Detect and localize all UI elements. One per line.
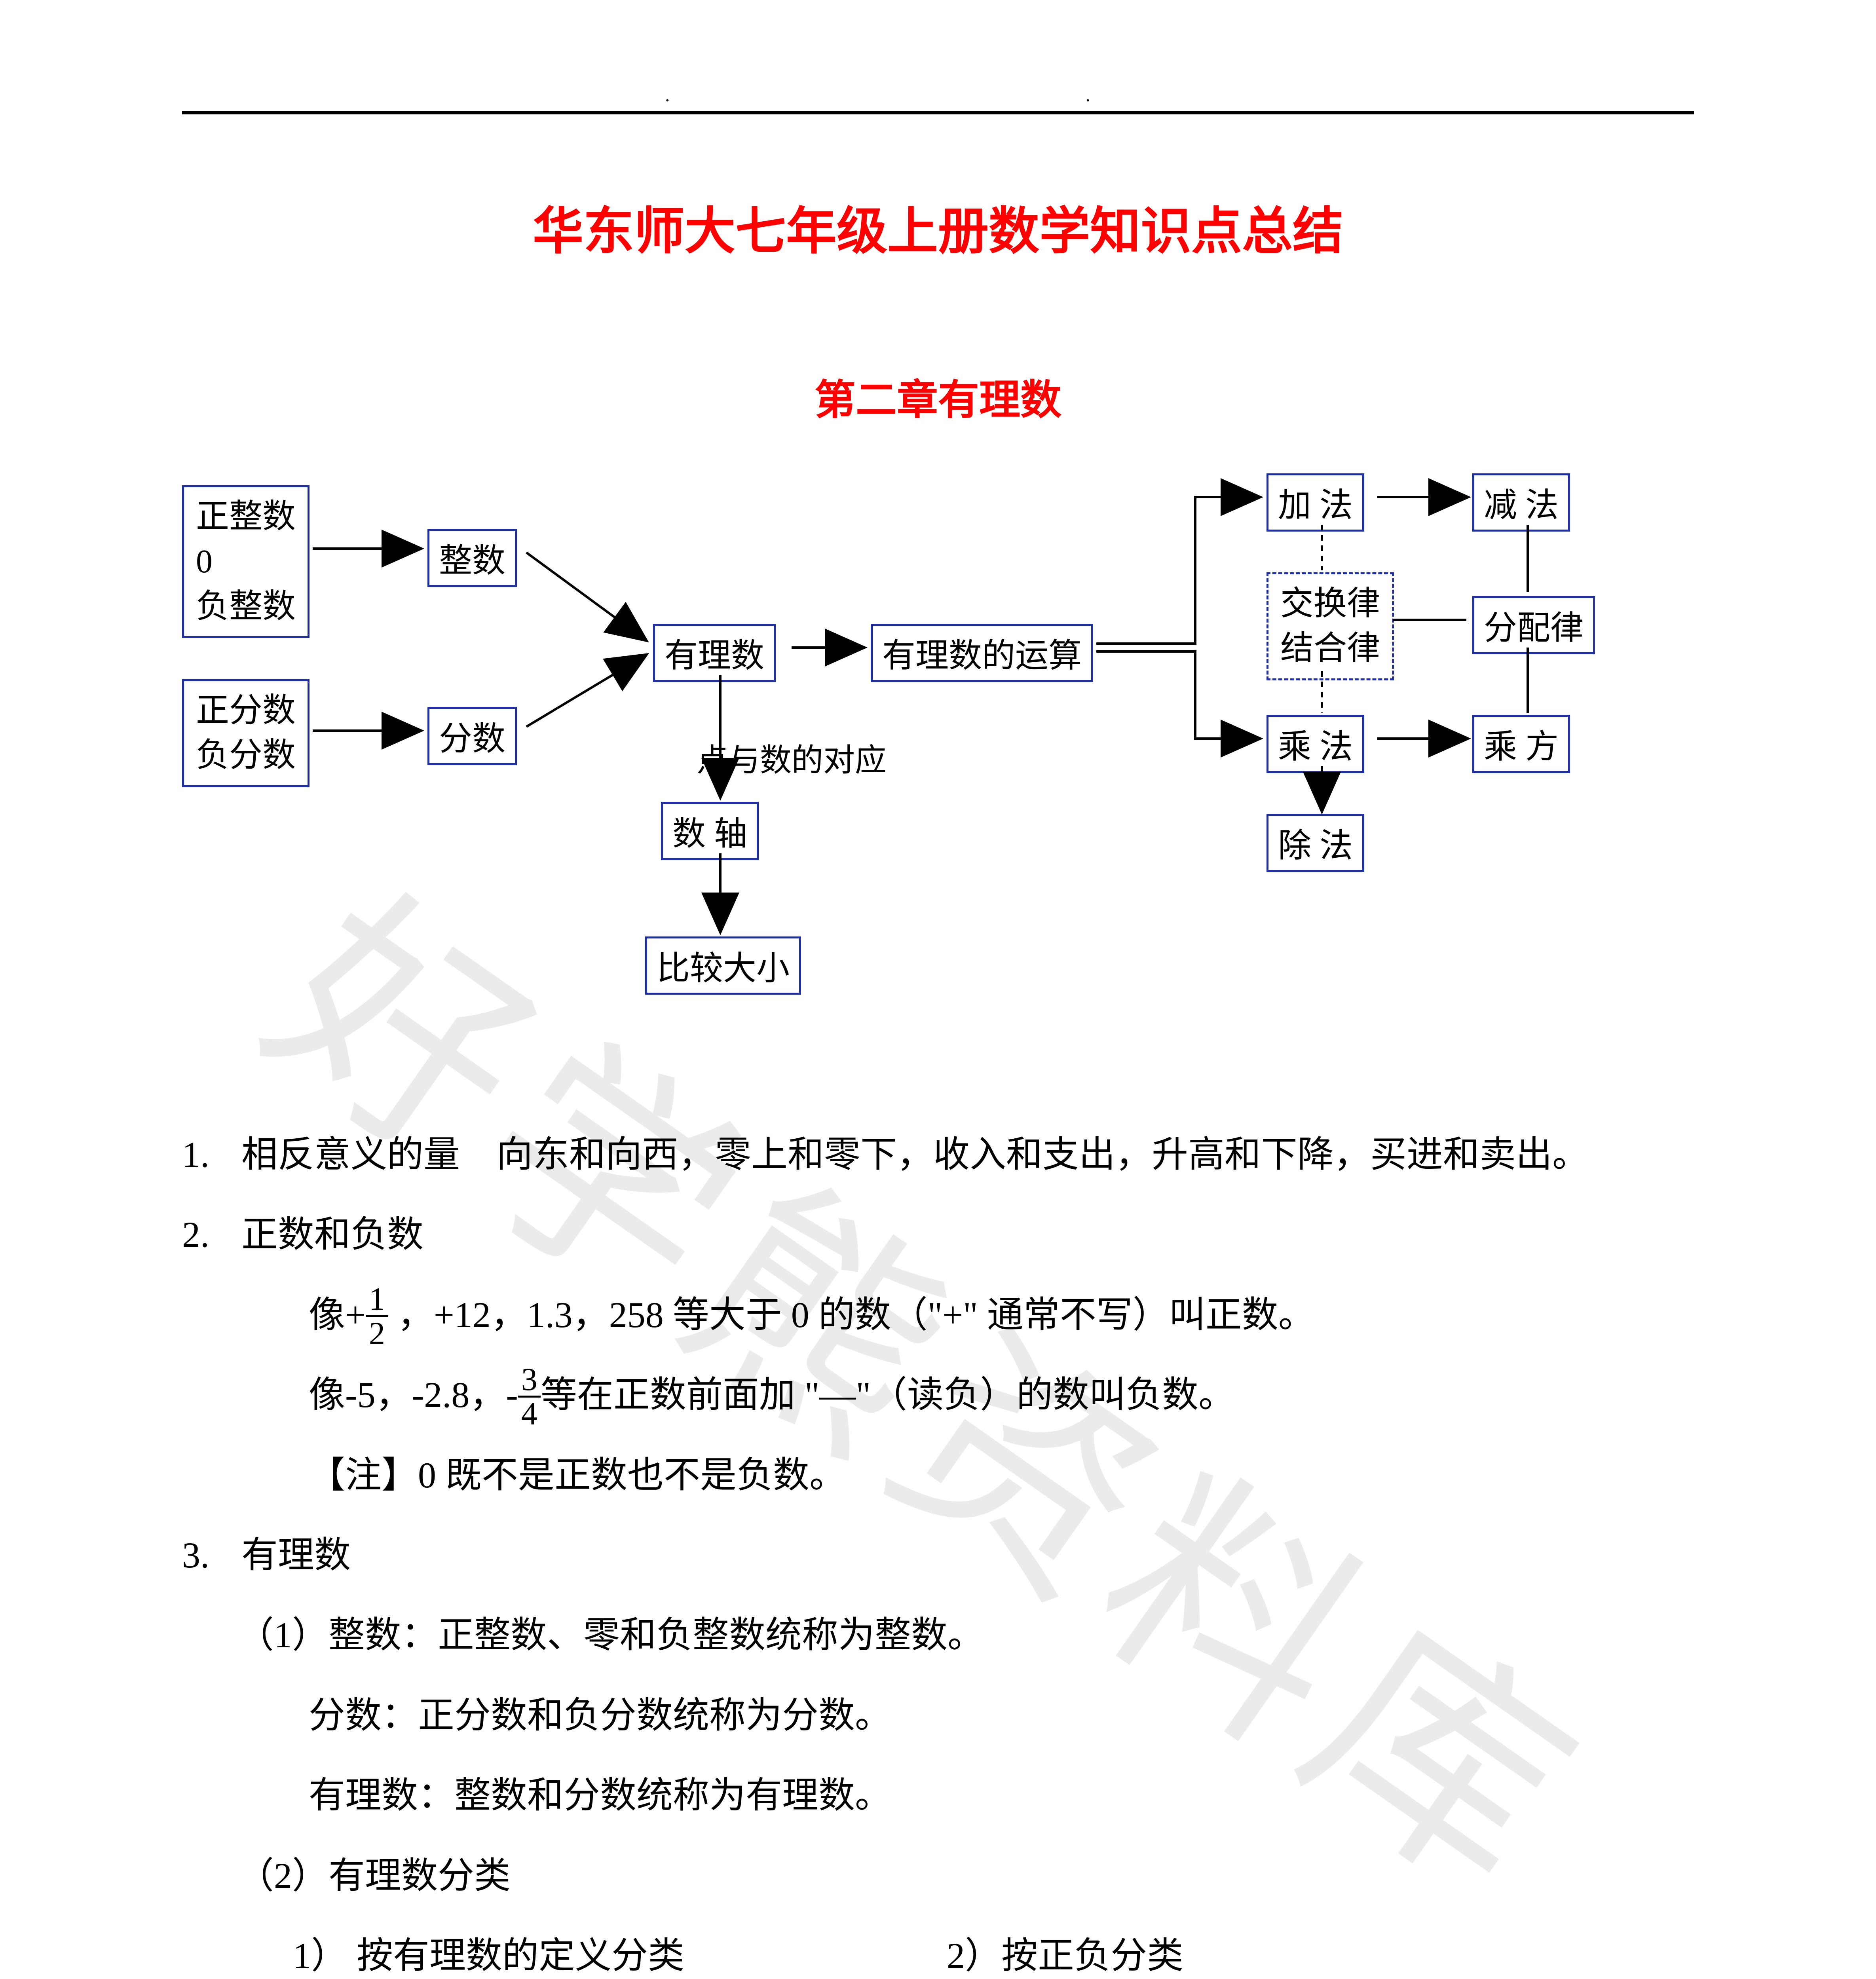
page-title: 华东师大七年级上册数学知识点总结	[182, 190, 1694, 263]
diagram-arrows	[182, 458, 1686, 1091]
item-2-line-2: 像-5，-2.8，-34等在正数前面加 "—"（读负）的数叫负数。	[182, 1355, 1694, 1435]
item-3-sub-2: （2）有理数分类	[182, 1836, 1694, 1916]
item-2-line-1: 像+12 ，+12，1.3，258 等大于 0 的数（"+" 通常不写）叫正数。	[182, 1275, 1694, 1355]
text: 等在正数前面加 "—"（读负）的数叫负数。	[541, 1375, 1235, 1415]
item-label: 相反意义的量	[241, 1134, 460, 1175]
item-label: 正数和负数	[241, 1214, 423, 1255]
numerator: 3	[518, 1363, 541, 1398]
item-3-sub-1c: 有理数：整数和分数统称为有理数。	[182, 1755, 1694, 1835]
fraction: 34	[518, 1363, 541, 1430]
item-text: 向东和向西，零上和零下，收入和支出，升高和下降，买进和卖出。	[496, 1134, 1589, 1175]
item-number: 2.	[182, 1195, 241, 1274]
body-text: 1.相反意义的量 向东和向西，零上和零下，收入和支出，升高和下降，买进和卖出。 …	[182, 1115, 1694, 1979]
denominator: 4	[518, 1398, 541, 1430]
item-3-sub-1a: （1）整数：正整数、零和负整数统称为整数。	[182, 1595, 1694, 1675]
page: .. 好学熊资料库 华东师大七年级上册数学知识点总结 第二章有理数 正整数 0 …	[0, 0, 1876, 1979]
item-number: 1.	[182, 1115, 241, 1195]
fraction: 12	[366, 1283, 388, 1350]
denominator: 2	[366, 1317, 388, 1350]
item-3-sub-1b: 分数：正分数和负分数统称为分数。	[182, 1675, 1694, 1755]
text: ，+12，1.3，258 等大于 0 的数（"+" 通常不写）叫正数。	[388, 1295, 1315, 1335]
header-rule	[182, 111, 1694, 114]
concept-diagram: 正整数 0 负整数 正分数 负分数 整数 分数 有理数 有理数的运算 点与数的对…	[182, 458, 1694, 1099]
item-1: 1.相反意义的量 向东和向西，零上和零下，收入和支出，升高和下降，买进和卖出。	[182, 1115, 1694, 1195]
text: 像-5，-2.8，-	[309, 1375, 518, 1415]
item-3-sub-2-heads: 1） 按有理数的定义分类 2）按正负分类	[182, 1916, 1694, 1979]
numerator: 1	[366, 1283, 388, 1317]
classify-head-1: 1） 按有理数的定义分类	[182, 1916, 684, 1979]
chapter-title: 第二章有理数	[182, 366, 1694, 426]
item-number: 3.	[182, 1515, 241, 1595]
item-3: 3.有理数	[182, 1515, 1694, 1595]
item-label: 有理数	[241, 1535, 351, 1575]
classify-head-2: 2）按正负分类	[693, 1916, 1183, 1979]
item-2-note: 【注】0 既不是正数也不是负数。	[182, 1435, 1694, 1515]
header-dots: ..	[665, 83, 1506, 106]
text: 像+	[309, 1295, 366, 1335]
item-2: 2.正数和负数	[182, 1195, 1694, 1274]
